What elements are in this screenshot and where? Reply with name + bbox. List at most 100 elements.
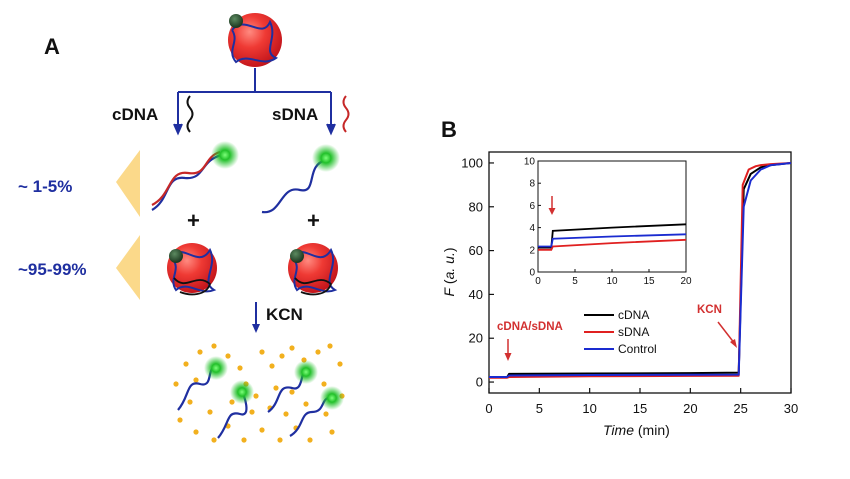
legend-label-sdna: sDNA xyxy=(618,325,649,339)
cyanide-dot xyxy=(279,353,285,359)
plus-left: + xyxy=(187,208,200,233)
label-cdna: cDNA xyxy=(112,105,158,124)
panel-b-letter: B xyxy=(441,117,457,142)
cyanide-dot xyxy=(207,409,213,415)
percent-1-5: ~ 1-5% xyxy=(18,177,72,196)
fluorophore-glow xyxy=(204,356,228,380)
x-tick-label: 30 xyxy=(784,401,798,416)
panel-a-letter: A xyxy=(44,34,60,59)
cyanide-dot xyxy=(241,437,247,443)
inset-x-tick-label: 10 xyxy=(606,276,618,287)
quencher-icon xyxy=(229,14,243,28)
main-series xyxy=(489,162,792,379)
plus-right: + xyxy=(307,208,320,233)
inset-y-tick-label: 8 xyxy=(529,179,535,190)
x-axis-title: Time (min) xyxy=(603,422,670,438)
single-strand-dna-fluor xyxy=(261,144,340,214)
annot-arrow-left-head xyxy=(504,353,512,361)
cyanide-dot xyxy=(193,429,199,435)
cyanide-dot xyxy=(173,381,179,387)
y-tick-label: 80 xyxy=(469,199,483,214)
inset-x-tick-label: 0 xyxy=(535,276,541,287)
inset-x-tick-label: 5 xyxy=(572,276,578,287)
inset-y-tick-label: 2 xyxy=(529,245,535,256)
x-tick-label: 25 xyxy=(733,401,747,416)
inset-frame xyxy=(537,160,687,273)
y-tick-label: 40 xyxy=(469,287,483,302)
series-line-control xyxy=(489,162,792,378)
y-axis-title: F (a. u.) xyxy=(441,247,457,296)
cyanide-dot xyxy=(337,361,343,367)
x-tick-label: 5 xyxy=(536,401,543,416)
inset-y-tick-label: 0 xyxy=(529,268,535,279)
fluorophore-glow xyxy=(230,380,254,404)
label-sdna: sDNA xyxy=(272,105,318,124)
x-tick-label: 10 xyxy=(582,401,596,416)
cyanide-dot xyxy=(321,381,327,387)
cyanide-dot xyxy=(289,345,295,351)
duplex-dna-fluor xyxy=(151,141,239,211)
inset-y-tick-label: 10 xyxy=(524,157,536,168)
x-tick-label: 20 xyxy=(683,401,697,416)
cyanide-dot xyxy=(289,389,295,395)
cdna-strand-icon xyxy=(186,95,194,133)
nanoparticle-right xyxy=(288,243,338,296)
cyanide-dot xyxy=(273,385,279,391)
cyanide-dot xyxy=(249,409,255,415)
sdna-strand-icon xyxy=(342,95,350,133)
cyanide-dot xyxy=(269,363,275,369)
percent-95-99: ~95-99% xyxy=(18,260,87,279)
inset-series-line-cdna xyxy=(538,223,687,249)
cyanide-dot xyxy=(183,361,189,367)
legend: cDNA sDNA Control xyxy=(584,308,657,356)
released-strands xyxy=(173,343,345,443)
cyanide-dot xyxy=(225,353,231,359)
cyanide-dot xyxy=(307,437,313,443)
inset-x-tick-label: 20 xyxy=(680,276,692,287)
inset-axis-ticks: 0 5 10 15 20 0 2 4 6 8 10 xyxy=(524,157,692,288)
cyanide-dot xyxy=(303,401,309,407)
annot-kcn: KCN xyxy=(697,304,722,316)
cyanide-dot xyxy=(211,343,217,349)
label-kcn-a: KCN xyxy=(266,305,303,324)
cyanide-dot xyxy=(283,411,289,417)
y-tick-label: 60 xyxy=(469,243,483,258)
cyanide-dot xyxy=(277,437,283,443)
x-tick-label: 15 xyxy=(633,401,647,416)
x-tick-label: 0 xyxy=(485,401,492,416)
quencher-icon xyxy=(169,249,183,263)
cyanide-dot xyxy=(197,349,203,355)
cyanide-dot xyxy=(229,399,235,405)
legend-label-cdna: cDNA xyxy=(618,308,649,322)
fluorophore-glow xyxy=(294,360,318,384)
cyanide-dot xyxy=(259,427,265,433)
nanoparticle-top xyxy=(228,13,282,67)
cyanide-dot xyxy=(315,349,321,355)
y-tick-label: 0 xyxy=(476,375,483,390)
inset-y-tick-label: 4 xyxy=(529,223,535,234)
fluorophore-glow xyxy=(320,386,344,410)
inset-y-tick-label: 6 xyxy=(529,201,535,212)
cyanide-dot xyxy=(259,349,265,355)
cyanide-dot xyxy=(193,377,199,383)
y-tick-label: 20 xyxy=(469,331,483,346)
cyanide-dot xyxy=(327,343,333,349)
panel-a: A cDNA sDNA ~ 1-5% ~95-99% xyxy=(18,13,350,443)
quencher-icon xyxy=(290,249,304,263)
inset-x-tick-label: 15 xyxy=(643,276,655,287)
y-tick-label: 100 xyxy=(461,155,483,170)
annot-cdna-sdna: cDNA/sDNA xyxy=(497,321,563,333)
legend-label-control: Control xyxy=(618,342,657,356)
wedge-top xyxy=(116,150,140,217)
annot-arrow-right xyxy=(717,321,736,345)
nanoparticle-left xyxy=(167,243,217,296)
cyanide-dot xyxy=(253,393,259,399)
inset-series-line-control xyxy=(538,233,687,248)
cyanide-dot xyxy=(177,417,183,423)
wedge-bottom xyxy=(116,235,140,300)
inset-arrow-head xyxy=(548,208,556,215)
cyanide-dot xyxy=(187,399,193,405)
